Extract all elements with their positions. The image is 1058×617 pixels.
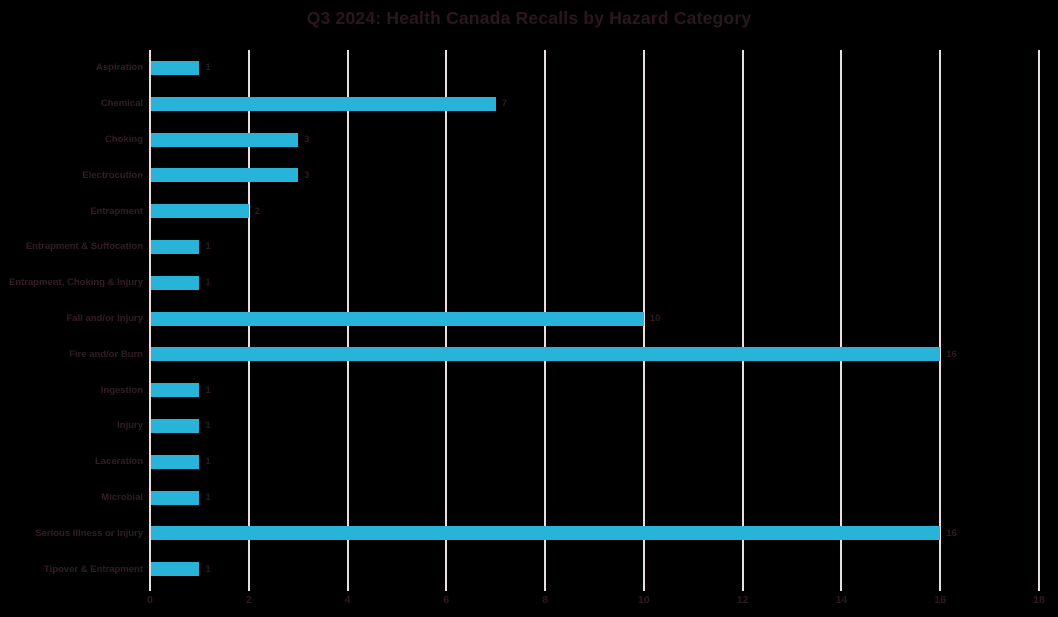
- category-label: Microbial: [101, 492, 143, 503]
- bar: [151, 60, 200, 75]
- gridline: [149, 50, 151, 591]
- bar-value-label: 1: [205, 62, 211, 74]
- bar-value-label: 16: [946, 527, 957, 539]
- x-tick-label: 16: [934, 594, 947, 606]
- x-tick-label: 6: [443, 594, 450, 606]
- bar: [151, 275, 200, 290]
- bar: [151, 383, 200, 398]
- x-tick-label: 10: [638, 594, 650, 606]
- gridline: [840, 50, 843, 591]
- bar-value-label: 7: [501, 98, 508, 110]
- bar-value-label: 1: [205, 277, 211, 289]
- x-tick-label: 4: [344, 594, 351, 606]
- category-label: Injury: [117, 420, 143, 432]
- x-tick-label: 2: [245, 594, 252, 606]
- category-label: Laceration: [94, 456, 143, 468]
- category-label: Entrapment, Choking & Injury: [8, 277, 143, 289]
- bar-value-label: 16: [946, 348, 957, 360]
- bar: [151, 347, 941, 362]
- bar-value-label: 3: [304, 169, 310, 181]
- bar-value-label: 1: [205, 384, 211, 396]
- category-label: Electrocution: [82, 169, 143, 181]
- bar-value-label: 1: [205, 456, 211, 468]
- bar-value-label: 10: [649, 313, 661, 324]
- x-tick-label: 14: [835, 594, 848, 606]
- bar: [151, 562, 200, 577]
- category-label: Serious Illness or Injury: [35, 527, 143, 539]
- gridline: [741, 50, 744, 591]
- bar: [151, 96, 496, 111]
- x-tick-label: 18: [1033, 594, 1045, 606]
- bar-value-label: 1: [205, 420, 211, 432]
- gridline: [642, 50, 645, 591]
- chart-title: Q3 2024: Health Canada Recalls by Hazard…: [306, 8, 752, 28]
- gridline: [1038, 50, 1040, 591]
- category-label: Tipover & Entrapment: [43, 563, 143, 575]
- category-label: Entrapment & Suffocation: [25, 241, 143, 253]
- category-label: Chemical: [100, 98, 143, 110]
- category-label: Fire and/or Burn: [69, 348, 143, 360]
- bar-value-label: 1: [205, 492, 211, 503]
- bar-value-label: 2: [254, 205, 261, 217]
- category-label: Aspiration: [96, 62, 143, 74]
- bar: [151, 132, 299, 147]
- category-label: Entrapment: [90, 205, 143, 217]
- gridline: [939, 50, 942, 591]
- bar: [151, 490, 200, 505]
- category-label: Choking: [105, 134, 143, 145]
- category-label: Fall and/or Injury: [66, 313, 143, 324]
- x-tick-label: 12: [736, 594, 749, 606]
- bar: [151, 239, 200, 254]
- bar: [151, 526, 941, 541]
- x-tick-label: 0: [147, 594, 153, 606]
- bar: [151, 204, 249, 219]
- bar: [151, 418, 200, 433]
- x-tick-label: 8: [542, 594, 549, 606]
- bar-value-label: 3: [304, 134, 310, 145]
- bar-value-label: 1: [205, 241, 211, 253]
- bar: [151, 168, 299, 183]
- bar: [151, 311, 644, 326]
- bar-value-label: 1: [205, 563, 211, 575]
- bar: [151, 454, 200, 469]
- category-label: Ingestion: [100, 384, 143, 396]
